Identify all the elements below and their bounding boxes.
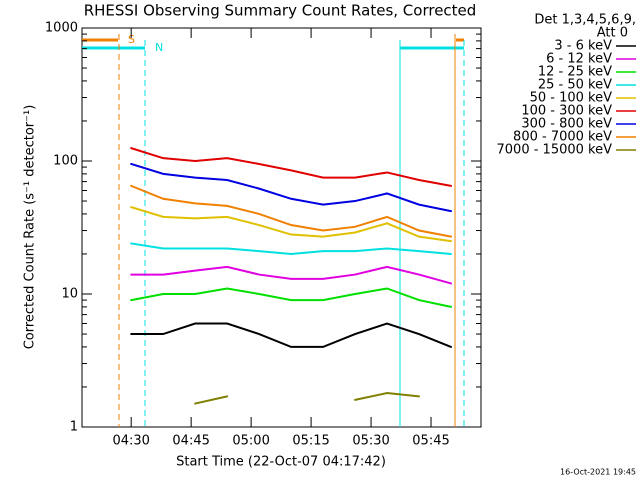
- legend-label: 800 - 7000 keV: [513, 130, 612, 145]
- x-tick-label: 04:45: [172, 434, 209, 449]
- x-tick-label: 05:00: [232, 434, 269, 449]
- x-tick-label: 05:45: [412, 434, 449, 449]
- y-tick-label: 1000: [45, 21, 78, 36]
- timestamp: 16-Oct-2021 19:45: [560, 468, 636, 477]
- series-line: [130, 242, 453, 255]
- series-line: [130, 287, 453, 308]
- x-tick-label: 05:15: [292, 434, 329, 449]
- y-tick-label: 1: [70, 420, 78, 435]
- legend-label: 25 - 50 keV: [538, 78, 612, 93]
- legend-label: 12 - 25 keV: [538, 65, 612, 80]
- x-tick-label: 05:30: [352, 434, 389, 449]
- legend-label: 6 - 12 keV: [546, 52, 612, 67]
- legend-label: 100 - 300 keV: [521, 104, 612, 119]
- legend-label: 7000 - 15000 keV: [497, 143, 613, 158]
- legend-detectors: Det 1,3,4,5,6,9,: [534, 13, 636, 28]
- series-line: [130, 206, 453, 243]
- chart-title: RHESSI Observing Summary Count Rates, Co…: [84, 2, 477, 20]
- x-tick-label: 04:30: [112, 434, 149, 449]
- legend-label: 50 - 100 keV: [530, 91, 613, 106]
- y-axis-label: Corrected Count Rate (s⁻¹ detector⁻¹): [23, 105, 38, 350]
- y-tick-label: 100: [53, 154, 78, 169]
- legend-label: 3 - 6 keV: [554, 39, 612, 54]
- legend-label: 300 - 800 keV: [521, 117, 612, 132]
- series-line: [194, 392, 421, 405]
- series-line: [130, 162, 453, 213]
- annotation: N: [155, 41, 163, 54]
- x-axis-label: Start Time (22-Oct-07 04:17:42): [176, 455, 386, 470]
- series-line: [130, 265, 453, 285]
- series-line: [130, 184, 453, 238]
- series-line: [130, 147, 453, 187]
- annotation: S: [128, 33, 135, 46]
- y-tick-label: 10: [61, 287, 78, 302]
- series-line: [130, 322, 453, 348]
- plot-frame: [81, 27, 482, 428]
- legend-attenuator: Att 0: [597, 26, 628, 41]
